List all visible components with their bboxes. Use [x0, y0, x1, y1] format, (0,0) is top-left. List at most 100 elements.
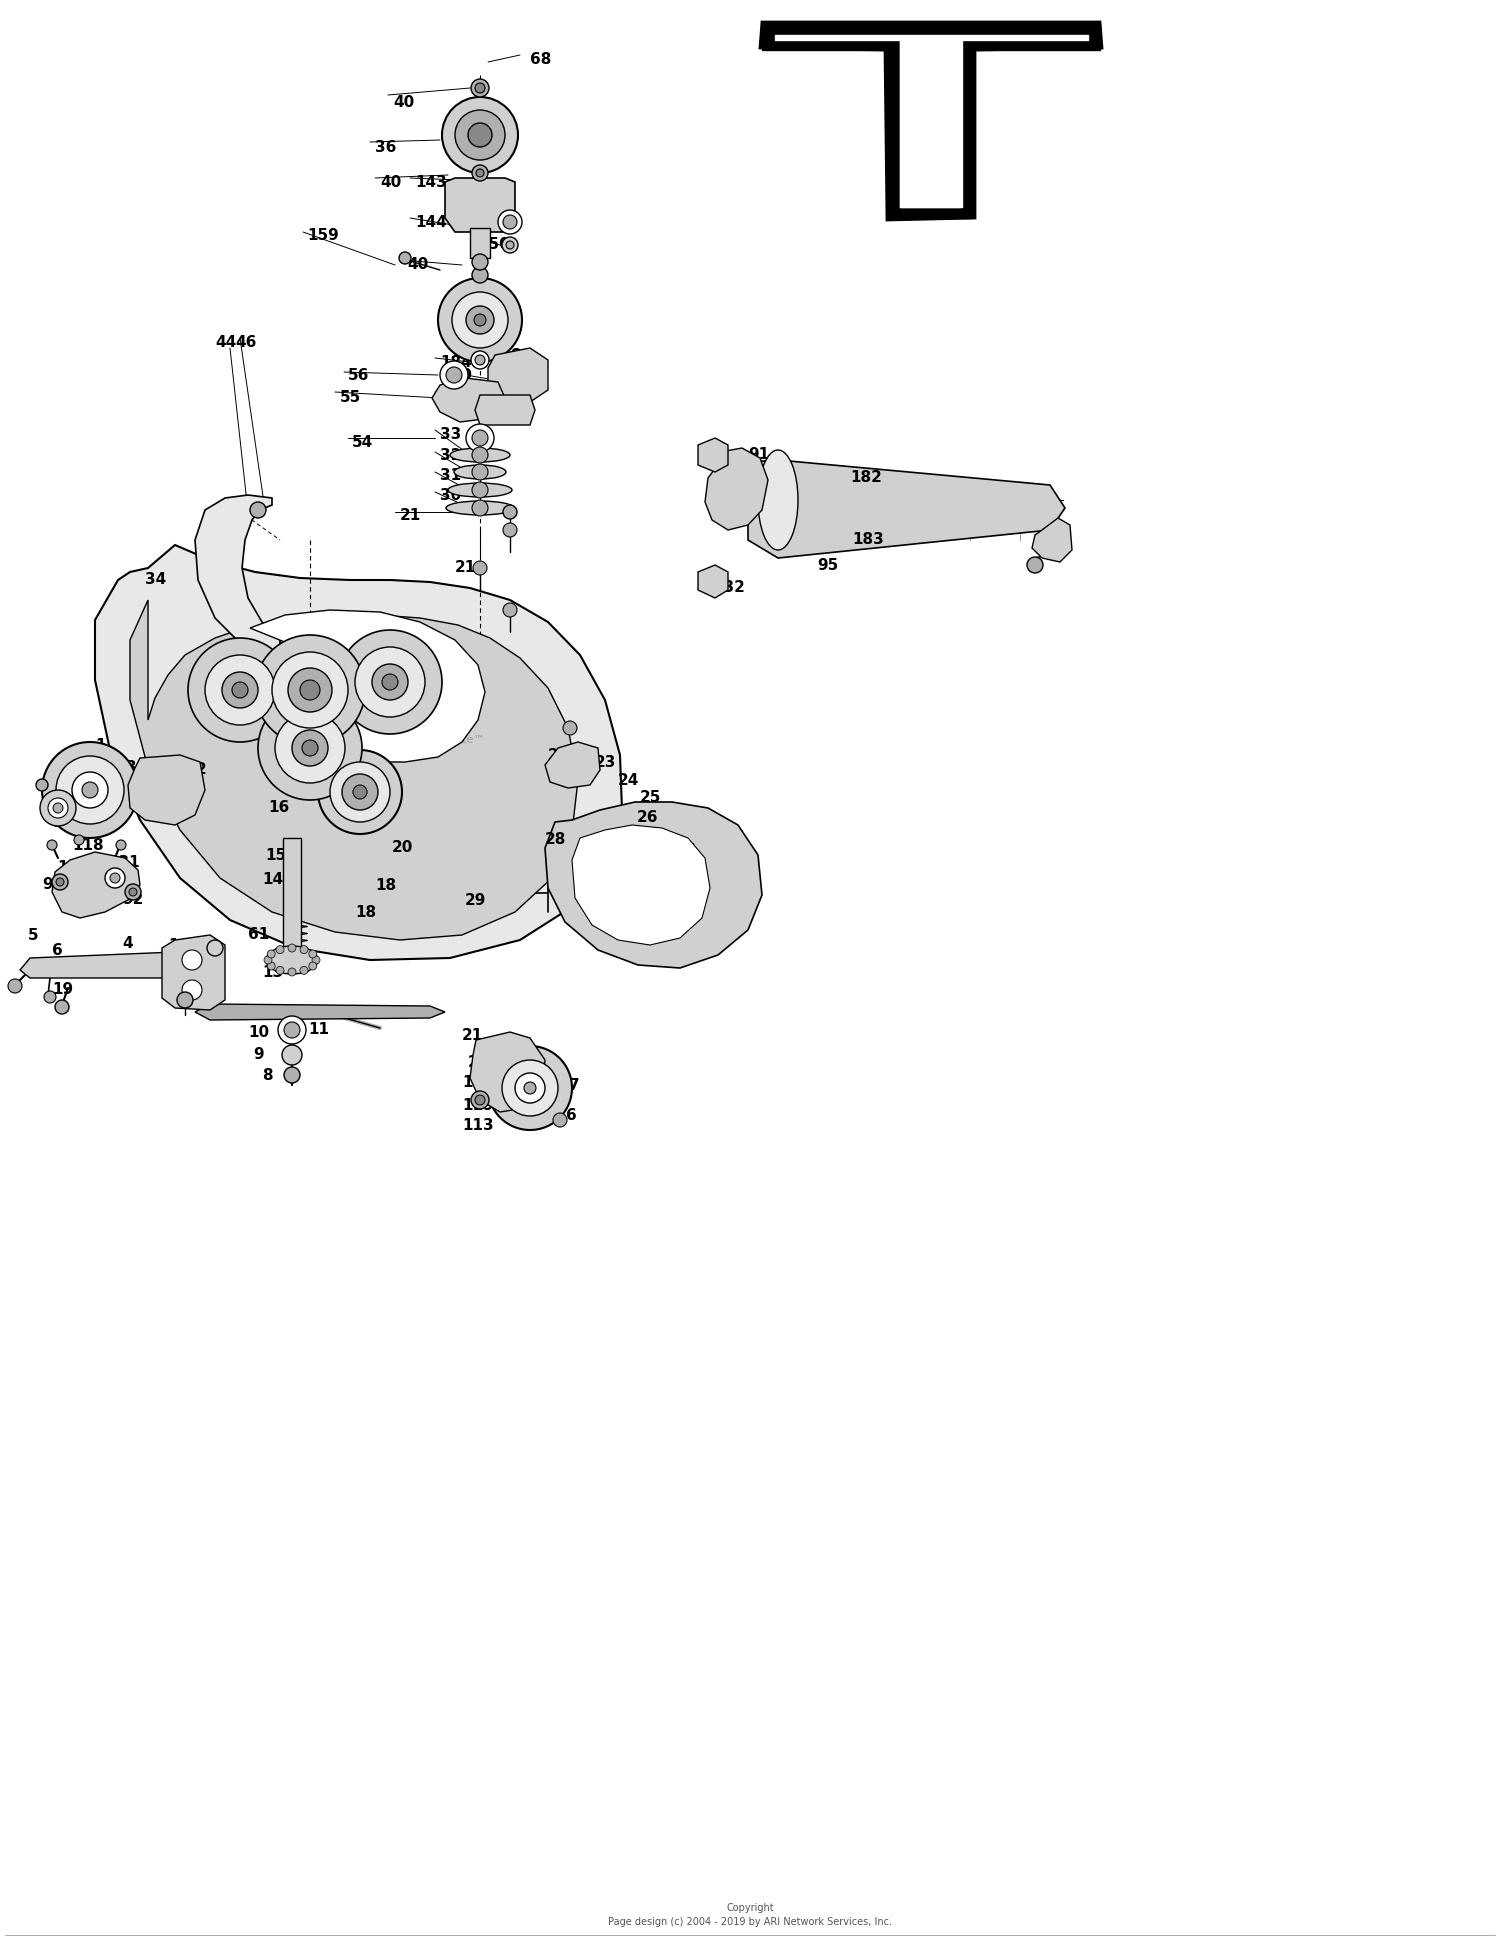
- Circle shape: [514, 1074, 544, 1103]
- Polygon shape: [762, 25, 1100, 217]
- Text: Copyright: Copyright: [726, 1903, 774, 1913]
- Circle shape: [338, 630, 442, 735]
- Text: 119: 119: [53, 816, 84, 829]
- Circle shape: [503, 506, 518, 519]
- Text: 129: 129: [100, 878, 132, 891]
- Text: 6: 6: [53, 944, 63, 957]
- Text: 26: 26: [638, 810, 658, 826]
- Text: 59: 59: [452, 368, 474, 384]
- Circle shape: [503, 215, 518, 229]
- Text: 56: 56: [348, 368, 369, 384]
- Circle shape: [72, 771, 108, 808]
- Circle shape: [124, 884, 141, 899]
- Text: 119: 119: [462, 1099, 494, 1112]
- Text: 18: 18: [356, 905, 376, 921]
- Polygon shape: [488, 349, 548, 401]
- Text: 113: 113: [462, 1118, 494, 1134]
- Circle shape: [472, 267, 488, 283]
- Circle shape: [454, 110, 506, 161]
- Text: 28: 28: [544, 831, 567, 847]
- Text: 148: 148: [490, 349, 522, 362]
- Text: 150: 150: [478, 236, 510, 252]
- Circle shape: [503, 603, 518, 616]
- Text: 2: 2: [274, 771, 285, 787]
- Bar: [470, 229, 490, 258]
- Text: 24: 24: [618, 773, 639, 789]
- Circle shape: [232, 682, 248, 698]
- Circle shape: [524, 1081, 536, 1093]
- Text: 13: 13: [262, 965, 284, 981]
- Circle shape: [276, 967, 284, 975]
- Text: 118: 118: [72, 837, 104, 853]
- Circle shape: [110, 872, 120, 884]
- Text: 20: 20: [392, 839, 414, 855]
- Circle shape: [442, 97, 518, 172]
- Polygon shape: [572, 826, 710, 946]
- Circle shape: [440, 360, 468, 390]
- Circle shape: [251, 502, 266, 517]
- Circle shape: [446, 366, 462, 384]
- Text: 2: 2: [196, 762, 207, 777]
- Text: 113: 113: [105, 760, 136, 775]
- Circle shape: [466, 424, 494, 452]
- Circle shape: [352, 785, 368, 798]
- Text: 2: 2: [468, 1054, 478, 1070]
- Circle shape: [472, 500, 488, 516]
- Text: 15: 15: [266, 849, 286, 862]
- Text: 143: 143: [416, 174, 447, 190]
- Ellipse shape: [448, 483, 512, 496]
- Polygon shape: [128, 756, 206, 826]
- Circle shape: [272, 651, 348, 729]
- Text: 31: 31: [440, 467, 460, 483]
- Ellipse shape: [266, 946, 318, 975]
- Circle shape: [562, 721, 578, 735]
- Polygon shape: [446, 178, 514, 233]
- Circle shape: [42, 742, 138, 837]
- Text: 32: 32: [440, 448, 462, 463]
- Circle shape: [207, 940, 224, 955]
- Ellipse shape: [446, 502, 514, 516]
- Circle shape: [342, 773, 378, 810]
- Circle shape: [48, 798, 68, 818]
- Text: 54: 54: [352, 434, 374, 450]
- Polygon shape: [94, 545, 622, 959]
- Circle shape: [182, 981, 203, 1000]
- Polygon shape: [544, 802, 762, 967]
- Circle shape: [300, 680, 320, 700]
- Text: 21: 21: [400, 508, 422, 523]
- Ellipse shape: [454, 465, 506, 479]
- Polygon shape: [251, 610, 484, 762]
- Circle shape: [82, 783, 98, 798]
- Circle shape: [472, 448, 488, 463]
- Text: 3: 3: [98, 893, 108, 909]
- Polygon shape: [705, 448, 768, 529]
- Text: 46: 46: [236, 335, 256, 351]
- Text: 21: 21: [548, 748, 570, 764]
- Circle shape: [330, 762, 390, 822]
- Text: 144: 144: [416, 215, 447, 231]
- Text: 118: 118: [462, 1076, 494, 1089]
- Text: 95: 95: [818, 558, 839, 574]
- Circle shape: [471, 351, 489, 368]
- Circle shape: [284, 1068, 300, 1083]
- Text: 44: 44: [214, 335, 237, 351]
- Text: 40: 40: [380, 174, 402, 190]
- Circle shape: [267, 961, 274, 971]
- Text: 23: 23: [596, 756, 616, 769]
- Circle shape: [372, 665, 408, 700]
- Text: 130: 130: [57, 860, 88, 874]
- Circle shape: [288, 669, 332, 711]
- Circle shape: [129, 888, 136, 895]
- Polygon shape: [544, 742, 600, 789]
- Text: 30: 30: [440, 488, 462, 504]
- Circle shape: [476, 169, 484, 176]
- Polygon shape: [776, 39, 1088, 207]
- Polygon shape: [698, 566, 728, 599]
- Text: 111: 111: [142, 758, 174, 773]
- Text: 21: 21: [454, 560, 477, 576]
- Polygon shape: [20, 952, 195, 979]
- Circle shape: [284, 1021, 300, 1039]
- Circle shape: [472, 463, 488, 481]
- Circle shape: [177, 992, 194, 1008]
- Text: 16: 16: [268, 800, 290, 816]
